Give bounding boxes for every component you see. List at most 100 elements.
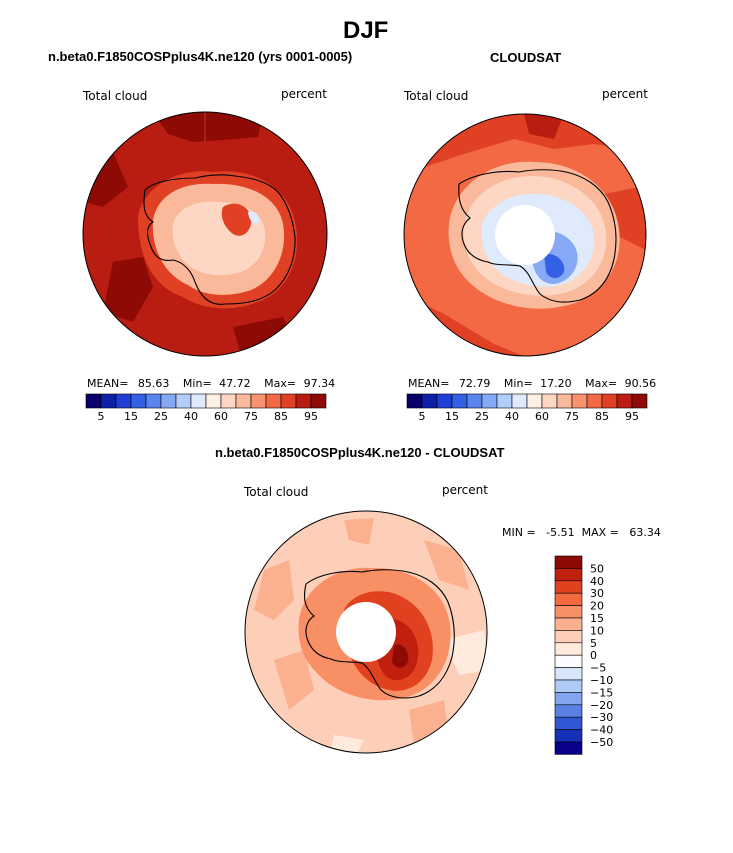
panel2-colorbar-swatch xyxy=(436,393,453,409)
panel2-colorbar-swatch xyxy=(556,393,573,409)
panel1-min-value: 47.72 xyxy=(219,377,251,390)
panel1-max-value: 97.34 xyxy=(303,377,336,390)
panel1-colorbar-tick-label: 60 xyxy=(214,410,228,423)
panel1-high-cloud-patch xyxy=(153,112,263,142)
panel1-interior-low xyxy=(248,211,260,224)
panel1-colorbar-tick-label: 25 xyxy=(154,410,168,423)
panel3-colorbar-tick-label: −20 xyxy=(590,699,613,712)
panel2-colorbar-tick-label: 40 xyxy=(505,410,519,423)
panel2-stats: MEAN= 72.79 Min= 17.20 Max= 90.56 xyxy=(408,377,656,390)
panel2-colorbar-tick-label: 5 xyxy=(419,410,426,423)
panel2-colorbar-swatch xyxy=(616,393,633,409)
panel3-colorbar-tick-label: −15 xyxy=(590,686,613,699)
panel2-colorbar-tick-label: 85 xyxy=(595,410,609,423)
panel3-colorbar-swatch xyxy=(554,617,583,631)
panel1-colorbar-swatch xyxy=(220,393,237,409)
panel1-max-label: Max= xyxy=(264,377,297,390)
panel2-mean-value: 72.79 xyxy=(458,377,491,390)
panel2-map xyxy=(403,113,647,357)
panel1-min-label: Min= xyxy=(182,377,212,390)
page-title: DJF xyxy=(343,17,389,44)
panel2-colorbar-swatch xyxy=(466,393,483,409)
panel1-colorbar-swatch xyxy=(235,393,252,409)
panel1-colorbar-swatch xyxy=(265,393,282,409)
panel2-min-value: 17.20 xyxy=(540,377,572,390)
panel2-colorbar-swatch xyxy=(511,393,528,409)
panel3-subtitle: n.beta0.F1850COSPplus4K.ne120 - CLOUDSAT xyxy=(215,445,505,460)
panel1-colorbar-swatch xyxy=(295,393,312,409)
panel2-colorbar-tick-label: 95 xyxy=(625,410,639,423)
panel1-variable-label: Total cloud xyxy=(83,89,148,103)
panel2-colorbar-swatch xyxy=(526,393,543,409)
panel3-colorbar-swatch xyxy=(554,642,583,656)
panel2-colorbar-swatch xyxy=(451,393,468,409)
panel2-colorbar-swatch xyxy=(586,393,603,409)
panel2-subtitle: CLOUDSAT xyxy=(490,50,562,65)
panel3-colorbar-tick-label: 20 xyxy=(590,600,604,613)
panel1-high-cloud-patch xyxy=(103,257,153,322)
panel3-colorbar-tick-label: 30 xyxy=(590,587,604,600)
panel1-colorbar-swatch xyxy=(250,393,267,409)
panel2-colorbar-tick-label: 25 xyxy=(475,410,489,423)
panel1-colorbar: 5 15 25 40 60 75 85 95 xyxy=(85,393,327,423)
panel2-colorbar-swatch xyxy=(406,393,423,409)
panel2-missing-polar-cap xyxy=(495,205,555,265)
panel1-colorbar-swatch xyxy=(130,393,147,409)
panel3-colorbar-swatch xyxy=(554,704,583,718)
panel1-map xyxy=(82,111,328,357)
panel3-colorbar-swatch xyxy=(554,555,583,569)
panel3-colorbar-swatch xyxy=(554,568,583,582)
panel3-colorbar-swatch xyxy=(554,605,583,619)
panel1-colorbar-tick-label: 75 xyxy=(244,410,258,423)
panel1-mean-value: 85.63 xyxy=(137,377,170,390)
panel1-colorbar-swatch xyxy=(205,393,222,409)
panel2-units-label: percent xyxy=(602,87,648,101)
panel1-colorbar-swatch xyxy=(145,393,162,409)
panel3-units-label: percent xyxy=(442,483,488,497)
panel2-colorbar-swatch xyxy=(541,393,558,409)
panel3-colorbar-tick-label: −50 xyxy=(590,736,613,749)
panel1-colorbar-tick-label: 40 xyxy=(184,410,198,423)
panel3-colorbar-swatch xyxy=(554,692,583,706)
panel3-colorbar-tick-label: 40 xyxy=(590,575,604,588)
panel2-colorbar-swatch xyxy=(421,393,438,409)
panel1-interior-high xyxy=(221,203,252,236)
panel1-colorbar-swatch xyxy=(100,393,117,409)
panel3-colorbar-swatch xyxy=(554,716,583,730)
panel3-colorbar-tick-label: 50 xyxy=(590,562,604,575)
panel1-colorbar-tick-label: 85 xyxy=(274,410,288,423)
panel3-colorbar-swatch xyxy=(554,630,583,644)
panel2-max-label: Max= xyxy=(585,377,618,390)
panel3-colorbar-tick-label: −5 xyxy=(590,662,606,675)
panel1-colorbar-swatch xyxy=(280,393,297,409)
panel3-min-max: MIN = -5.51 MAX = 63.34 xyxy=(502,526,661,539)
panel1-colorbar-tick-label: 15 xyxy=(124,410,138,423)
panel3-antarctica-coastline xyxy=(304,569,455,699)
panel1-colorbar-swatch xyxy=(115,393,132,409)
panel3-colorbar-swatch xyxy=(554,667,583,681)
panel2-colorbar-tick-label: 15 xyxy=(445,410,459,423)
panel3-colorbar-swatch xyxy=(554,592,583,606)
panel2-min-label: Min= xyxy=(503,377,533,390)
panel3-colorbar-swatch xyxy=(554,654,583,668)
panel2-variable-label: Total cloud xyxy=(404,89,469,103)
panel3-colorbar-tick-label: −10 xyxy=(590,674,613,687)
panel1-antarctica-coastline xyxy=(143,174,296,305)
panel2-colorbar: 5 15 25 40 60 75 85 95 xyxy=(406,393,648,423)
panel3-colorbar-tick-label: −40 xyxy=(590,724,613,737)
panel2-colorbar-tick-label: 75 xyxy=(565,410,579,423)
panel3-colorbar-tick-label: 15 xyxy=(590,612,604,625)
panel2-max-value: 90.56 xyxy=(624,377,657,390)
panel1-colorbar-swatch xyxy=(310,393,327,409)
panel2-colorbar-swatch xyxy=(571,393,588,409)
panel3-colorbar-swatch xyxy=(554,580,583,594)
panel3-map xyxy=(244,510,488,754)
panel3-missing-polar-cap xyxy=(336,602,396,662)
panel1-mean-label: MEAN= xyxy=(87,377,129,390)
panel1-colorbar-swatch xyxy=(160,393,177,409)
panel1-colorbar-tick-label: 5 xyxy=(98,410,105,423)
panel3-colorbar-tick-label: 5 xyxy=(590,637,597,650)
panel2-colorbar-tick-label: 60 xyxy=(535,410,549,423)
panel3-colorbar-tick-label: 10 xyxy=(590,624,604,637)
